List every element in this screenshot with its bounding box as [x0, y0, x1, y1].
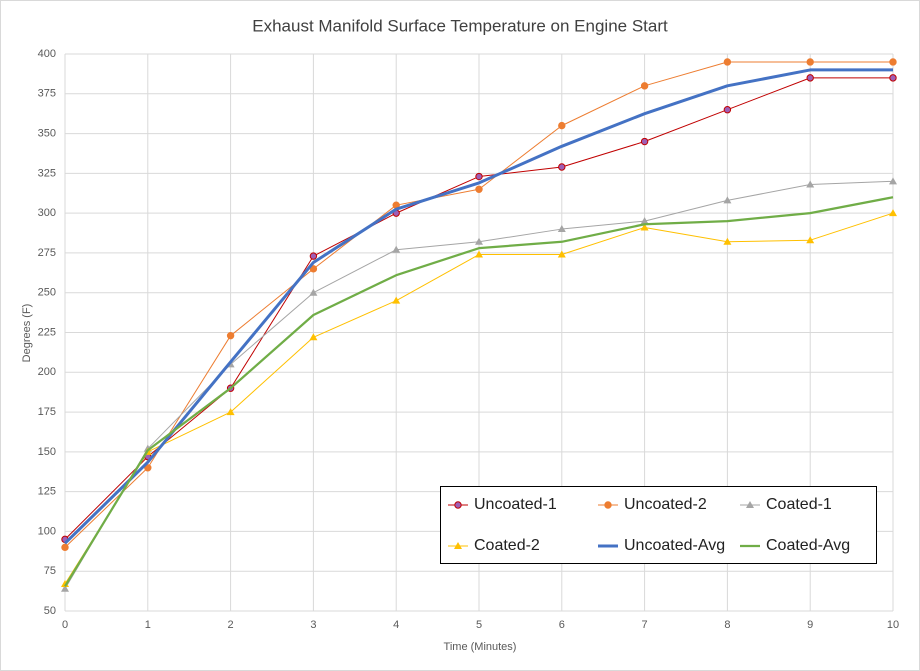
series-line: [64, 196, 894, 587]
legend: Uncoated-1 Uncoated-2 Coated-1 Coated-2 Unco…: [440, 486, 877, 564]
data-point: [309, 265, 318, 273]
x-tick-label: 2: [228, 619, 234, 631]
data-point: [889, 177, 897, 185]
chart-title: Exhaust Manifold Surface Temperature on …: [252, 16, 668, 35]
x-tick-label: 10: [887, 619, 899, 631]
legend-label: Uncoated-2: [624, 496, 707, 513]
data-point: [226, 408, 235, 416]
y-tick-label: 175: [38, 406, 56, 418]
y-tick-label: 200: [38, 366, 56, 378]
y-tick-label: 75: [44, 565, 56, 577]
legend-label: Coated-1: [766, 496, 832, 513]
legend-marker: [454, 501, 462, 509]
y-tick-label: 250: [38, 287, 56, 299]
data-point: [806, 236, 815, 244]
legend-marker: [746, 501, 754, 508]
data-point: [475, 185, 483, 193]
data-point: [889, 58, 897, 66]
legend-label: Uncoated-Avg: [624, 537, 725, 554]
data-point: [640, 82, 649, 90]
y-tick-label: 225: [38, 326, 56, 338]
x-tick-label: 9: [807, 619, 813, 631]
x-tick-label: 5: [476, 619, 482, 631]
x-tick-label: 1: [145, 619, 151, 631]
data-point: [475, 172, 483, 181]
y-tick-label: 100: [38, 525, 56, 537]
x-axis-title: Time (Minutes): [444, 641, 517, 653]
data-point: [309, 333, 318, 341]
data-point: [723, 237, 732, 245]
data-point: [640, 217, 649, 225]
data-point: [475, 237, 483, 245]
legend-box: [440, 486, 877, 564]
y-tick-label: 400: [38, 48, 56, 60]
data-point: [558, 121, 566, 130]
data-point: [723, 58, 732, 66]
x-tick-label: 3: [310, 619, 316, 631]
data-point: [392, 245, 401, 253]
y-tick-label: 50: [44, 605, 56, 617]
data-point: [309, 252, 318, 260]
legend-marker: [454, 542, 462, 549]
data-point: [226, 331, 235, 340]
y-axis-title: Degrees (F): [21, 304, 33, 363]
x-tick-label: 8: [724, 619, 730, 631]
y-tick-label: 300: [38, 207, 56, 219]
data-point: [806, 58, 814, 66]
legend-label: Uncoated-1: [474, 496, 557, 513]
y-tick-label: 350: [38, 127, 56, 139]
data-point: [475, 250, 483, 258]
legend-marker: [604, 501, 612, 509]
y-tick-label: 375: [38, 88, 56, 100]
data-point: [806, 180, 815, 188]
data-point: [558, 163, 566, 171]
data-point: [723, 196, 732, 204]
data-point: [723, 106, 732, 114]
y-tick-label: 125: [38, 486, 56, 498]
y-tick-label: 325: [38, 167, 56, 179]
series-line: [63, 68, 893, 545]
x-tick-label: 7: [642, 619, 648, 631]
data-point: [144, 464, 152, 472]
data-point: [392, 296, 401, 304]
data-point: [889, 74, 897, 82]
x-tick-label: 4: [393, 619, 399, 631]
y-tick-label: 275: [38, 247, 56, 259]
y-tick-label: 150: [38, 446, 56, 458]
data-point: [557, 250, 566, 258]
data-point: [557, 225, 566, 233]
legend-label: Coated-2: [474, 537, 540, 554]
data-point: [889, 209, 897, 217]
data-point: [61, 543, 69, 552]
data-point: [640, 223, 649, 231]
data-point: [640, 137, 649, 146]
data-point: [309, 288, 318, 296]
legend-label: Coated-Avg: [766, 537, 850, 554]
data-point: [806, 74, 814, 82]
data-point: [61, 584, 69, 592]
x-tick-label: 6: [559, 619, 565, 631]
x-tick-label: 0: [62, 619, 68, 631]
